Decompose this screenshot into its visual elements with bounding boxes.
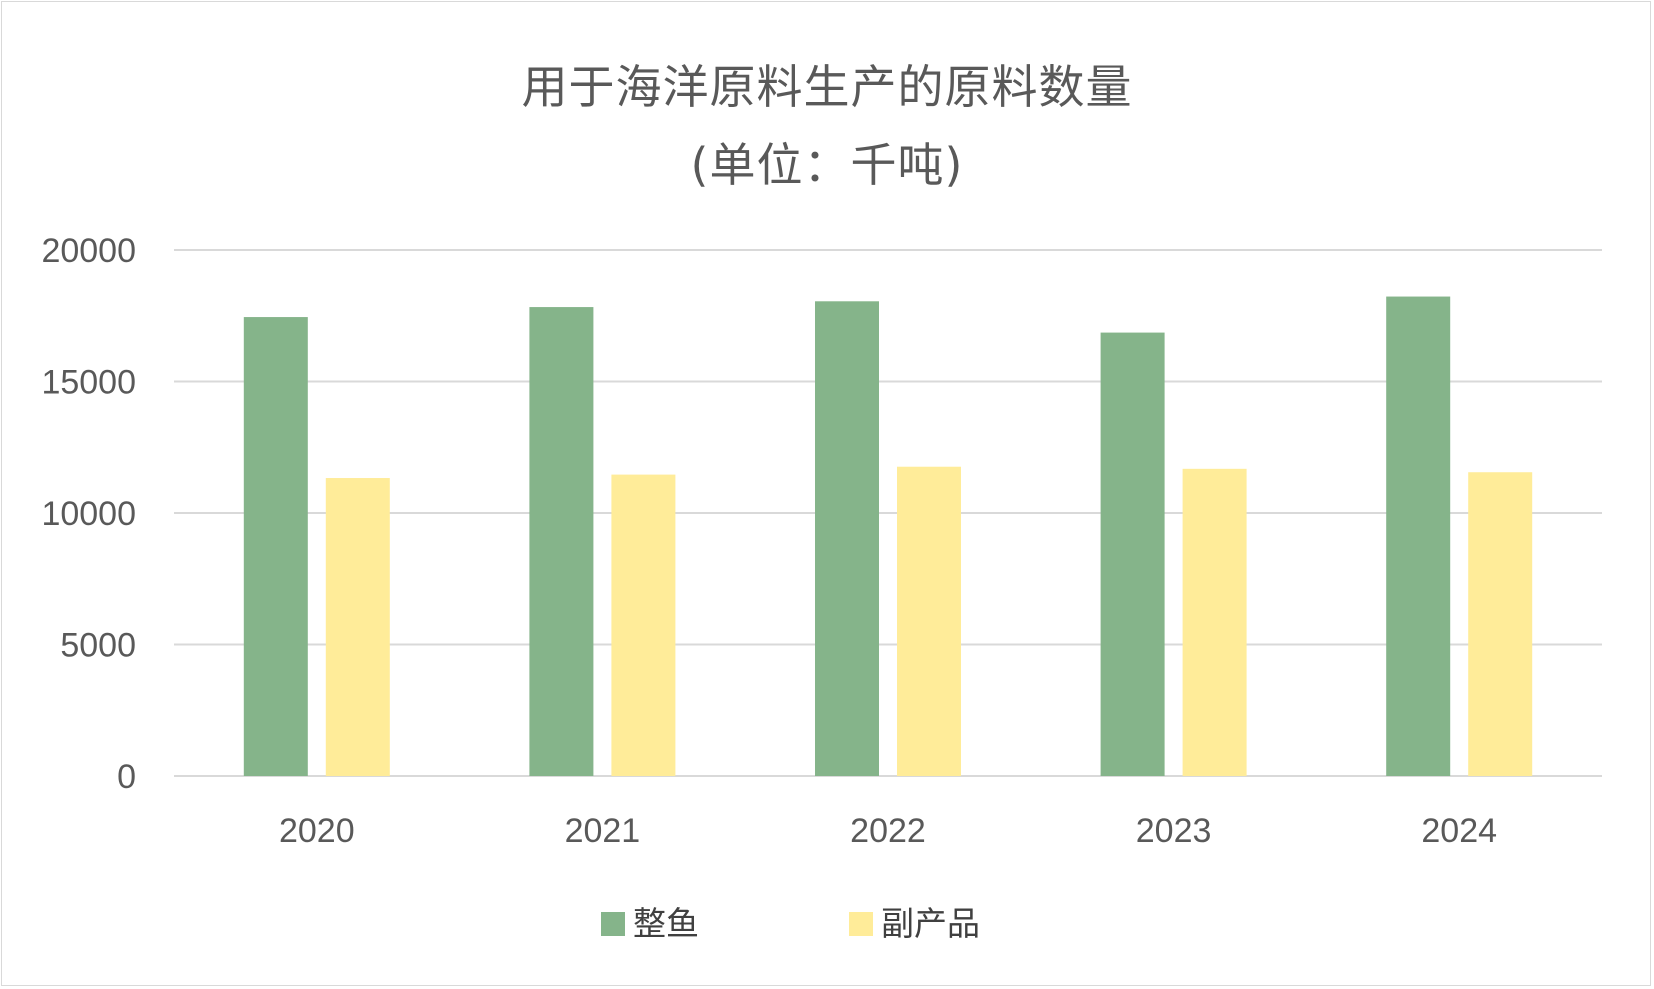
bar-byproduct-2020 xyxy=(325,478,390,776)
gridlines xyxy=(174,249,1602,777)
legend-swatch-byproduct xyxy=(849,912,873,936)
bar-whole-fish-2021 xyxy=(529,307,594,776)
chart-subtitle: (单位：千吨) xyxy=(690,138,964,192)
legend-item-byproduct: 副产品 xyxy=(849,902,980,946)
y-tick-label: 0 xyxy=(117,758,136,796)
bar-byproduct-2024 xyxy=(1468,472,1533,776)
bar-whole-fish-2024 xyxy=(1386,296,1451,776)
legend-item-whole-fish: 整鱼 xyxy=(601,902,699,946)
bar-whole-fish-2022 xyxy=(815,301,879,776)
bar-byproduct-2021 xyxy=(611,474,676,776)
y-tick-label: 15000 xyxy=(41,364,136,402)
legend-label-byproduct: 副产品 xyxy=(881,904,980,943)
bar-byproduct-2023 xyxy=(1182,468,1247,776)
bar-whole-fish-2020 xyxy=(243,317,308,776)
x-tick-label: 2021 xyxy=(565,812,641,850)
chart-title: 用于海洋原料生产的原料数量 xyxy=(521,60,1133,114)
y-axis-ticks: 0 5000 10000 15000 20000 xyxy=(41,232,136,796)
x-tick-label: 2024 xyxy=(1421,812,1497,850)
y-tick-label: 10000 xyxy=(41,495,136,533)
x-tick-label: 2022 xyxy=(850,812,926,850)
legend: 整鱼 副产品 xyxy=(0,902,1654,946)
legend-swatch-whole-fish xyxy=(601,912,625,936)
bar-byproduct-2022 xyxy=(897,466,961,776)
bars xyxy=(243,296,1533,776)
legend-label-whole-fish: 整鱼 xyxy=(633,904,699,943)
x-tick-label: 2020 xyxy=(279,812,355,850)
y-tick-label: 20000 xyxy=(41,232,136,270)
chart-title-block: 用于海洋原料生产的原料数量 (单位：千吨) xyxy=(0,48,1654,204)
bar-whole-fish-2023 xyxy=(1100,332,1165,776)
y-tick-label: 5000 xyxy=(60,627,136,665)
x-axis-ticks: 2020 2021 2022 2023 2024 xyxy=(279,812,1497,850)
x-tick-label: 2023 xyxy=(1136,812,1212,850)
